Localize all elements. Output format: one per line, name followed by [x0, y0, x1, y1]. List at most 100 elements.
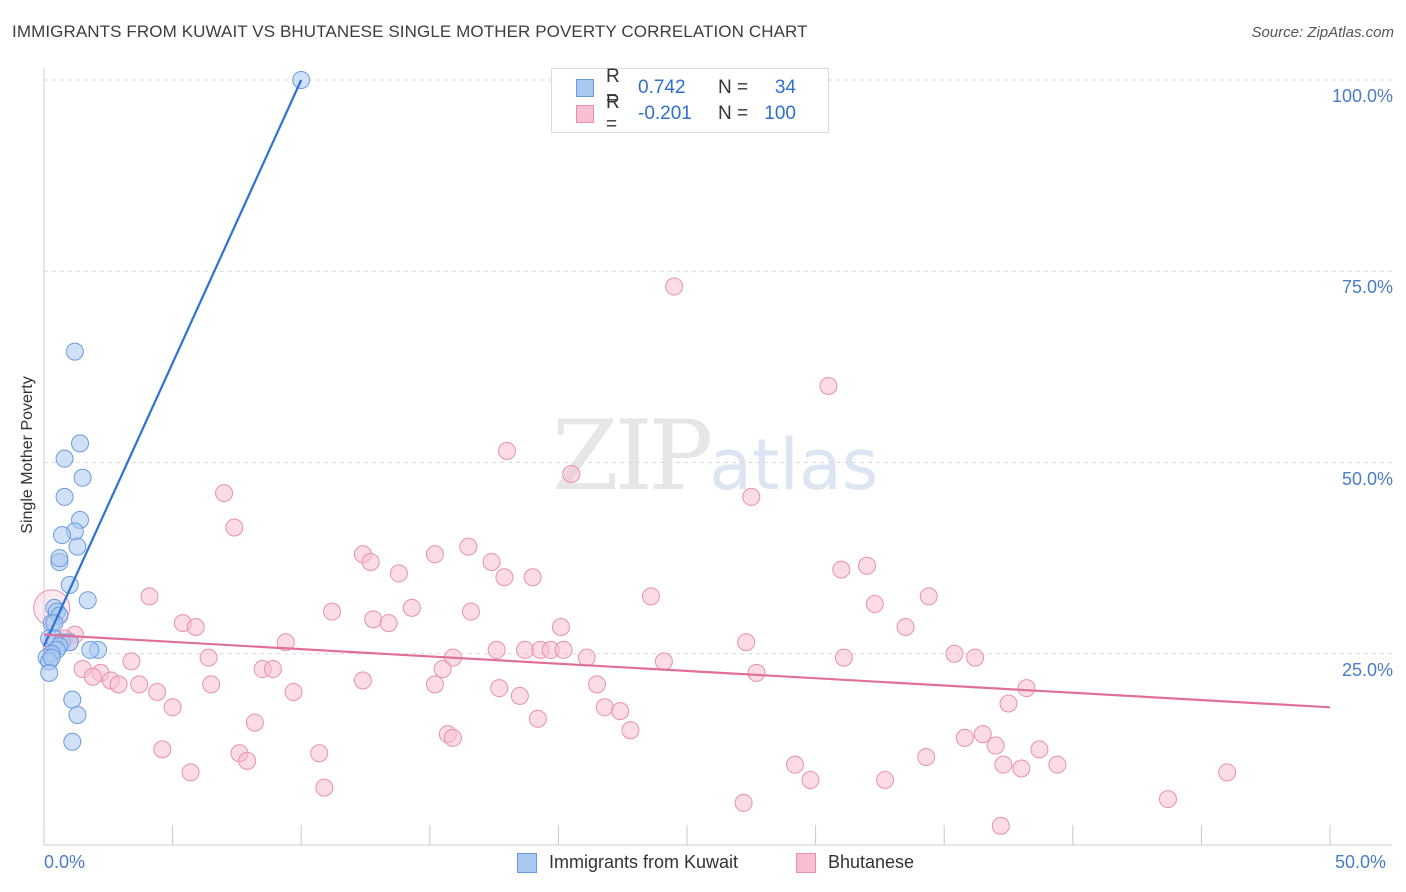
point-bhutanese — [819, 377, 838, 395]
point-kuwait — [55, 487, 74, 506]
point-bhutanese — [973, 725, 992, 744]
point-kuwait — [50, 549, 69, 568]
point-kuwait — [65, 342, 84, 361]
point-bhutanese — [402, 598, 421, 617]
legend-r-value: -0.201 — [638, 103, 692, 124]
point-bhutanese — [587, 675, 606, 694]
point-bhutanese — [215, 484, 234, 503]
point-kuwait — [53, 526, 72, 545]
point-bhutanese — [515, 640, 534, 659]
point-bhutanese — [323, 602, 342, 621]
point-bhutanese — [865, 595, 884, 614]
point-bhutanese — [917, 748, 936, 767]
point-bhutanese — [858, 556, 877, 575]
point-bhutanese — [510, 686, 529, 705]
point-kuwait — [81, 640, 100, 659]
point-kuwait — [40, 663, 59, 682]
watermark-zip: ZIP — [552, 400, 713, 512]
point-bhutanese — [991, 816, 1010, 835]
point-bhutanese — [263, 660, 282, 679]
stats-legend: R = 0.742 N = 34 R = -0.201 N = 100 — [551, 66, 829, 135]
point-bhutanese — [181, 763, 200, 782]
point-bhutanese — [495, 568, 514, 587]
point-bhutanese — [315, 778, 334, 797]
point-bhutanese — [554, 640, 573, 659]
point-bhutanese — [945, 644, 964, 663]
point-bhutanese — [654, 652, 673, 671]
legend-r-value: 0.742 — [638, 77, 686, 98]
point-bhutanese — [621, 721, 640, 740]
y-tick-label: 100.0% — [1331, 86, 1393, 106]
point-bhutanese — [966, 648, 985, 667]
legend-swatch-kuwait — [576, 79, 594, 97]
bottom-legend-swatch-bhutanese — [796, 852, 816, 873]
point-bhutanese — [737, 633, 756, 652]
point-kuwait — [68, 705, 87, 724]
watermark-atlas: atlas — [709, 424, 879, 506]
point-bhutanese — [199, 648, 218, 667]
watermark: ZIPatlas — [552, 400, 878, 512]
point-bhutanese — [523, 568, 542, 587]
y-tick-label: 75.0% — [1341, 277, 1393, 298]
point-bhutanese — [461, 602, 480, 621]
point-bhutanese — [389, 564, 408, 583]
point-bhutanese — [433, 660, 452, 679]
y-tick-label: 50.0% — [1341, 468, 1393, 489]
point-bhutanese — [994, 755, 1013, 774]
point-bhutanese — [276, 633, 295, 652]
point-bhutanese — [834, 648, 853, 667]
x-tick-label-min: 0.0% — [44, 852, 86, 872]
point-bhutanese — [425, 675, 444, 694]
point-bhutanese — [955, 728, 974, 747]
point-bhutanese — [1218, 763, 1237, 782]
point-bhutanese — [577, 648, 596, 667]
bottom-legend-label-bhutanese: Bhutanese — [828, 852, 915, 872]
legend-r-label: R = — [606, 92, 620, 135]
point-bhutanese — [379, 614, 398, 633]
point-bhutanese — [747, 663, 766, 682]
bottom-legend-swatch-kuwait — [517, 852, 537, 873]
point-bhutanese — [1158, 790, 1177, 809]
point-kuwait — [42, 648, 61, 667]
point-bhutanese — [186, 617, 205, 636]
point-bhutanese — [245, 713, 264, 732]
legend-row-bhutanese: R = -0.201 N = 100 — [576, 92, 796, 135]
trend-line-bhutanese — [43, 633, 1331, 709]
point-bhutanese — [284, 683, 303, 701]
point-bhutanese — [459, 537, 478, 556]
point-bhutanese — [742, 487, 761, 506]
legend-n-value: 34 — [774, 77, 796, 98]
point-kuwait — [63, 732, 82, 751]
legend-r-label: R = — [606, 66, 620, 109]
point-bhutanese — [876, 770, 895, 789]
point-bhutanese — [497, 442, 516, 461]
point-bhutanese — [130, 675, 149, 694]
point-bhutanese — [919, 587, 938, 606]
point-bhutanese — [361, 552, 380, 571]
legend-n-label: N = — [718, 77, 749, 98]
legend-swatch-bhutanese — [576, 105, 594, 123]
point-kuwait — [71, 434, 90, 453]
point-bhutanese — [109, 675, 128, 694]
point-bhutanese — [83, 667, 102, 686]
point-kuwait — [55, 449, 74, 468]
point-bhutanese — [364, 610, 383, 629]
point-bhutanese — [163, 698, 182, 717]
point-bhutanese — [202, 675, 221, 694]
point-bhutanese — [1017, 679, 1036, 698]
point-bhutanese — [641, 587, 660, 606]
point-kuwait — [78, 591, 97, 610]
legend-n-value: 100 — [764, 103, 796, 124]
chart-title: IMMIGRANTS FROM KUWAIT VS BHUTANESE SING… — [12, 22, 808, 41]
bottom-legend-kuwait[interactable]: Immigrants from Kuwait — [517, 852, 738, 873]
point-bhutanese — [148, 683, 167, 701]
point-bhutanese — [528, 709, 547, 728]
point-bhutanese — [1048, 755, 1067, 774]
bottom-legend-label-kuwait: Immigrants from Kuwait — [549, 852, 739, 872]
bottom-legend-bhutanese[interactable]: Bhutanese — [796, 852, 914, 873]
point-bhutanese — [786, 755, 805, 774]
point-bhutanese — [562, 464, 581, 483]
point-bhutanese — [353, 671, 372, 690]
y-tick-label: 25.0% — [1341, 659, 1393, 680]
